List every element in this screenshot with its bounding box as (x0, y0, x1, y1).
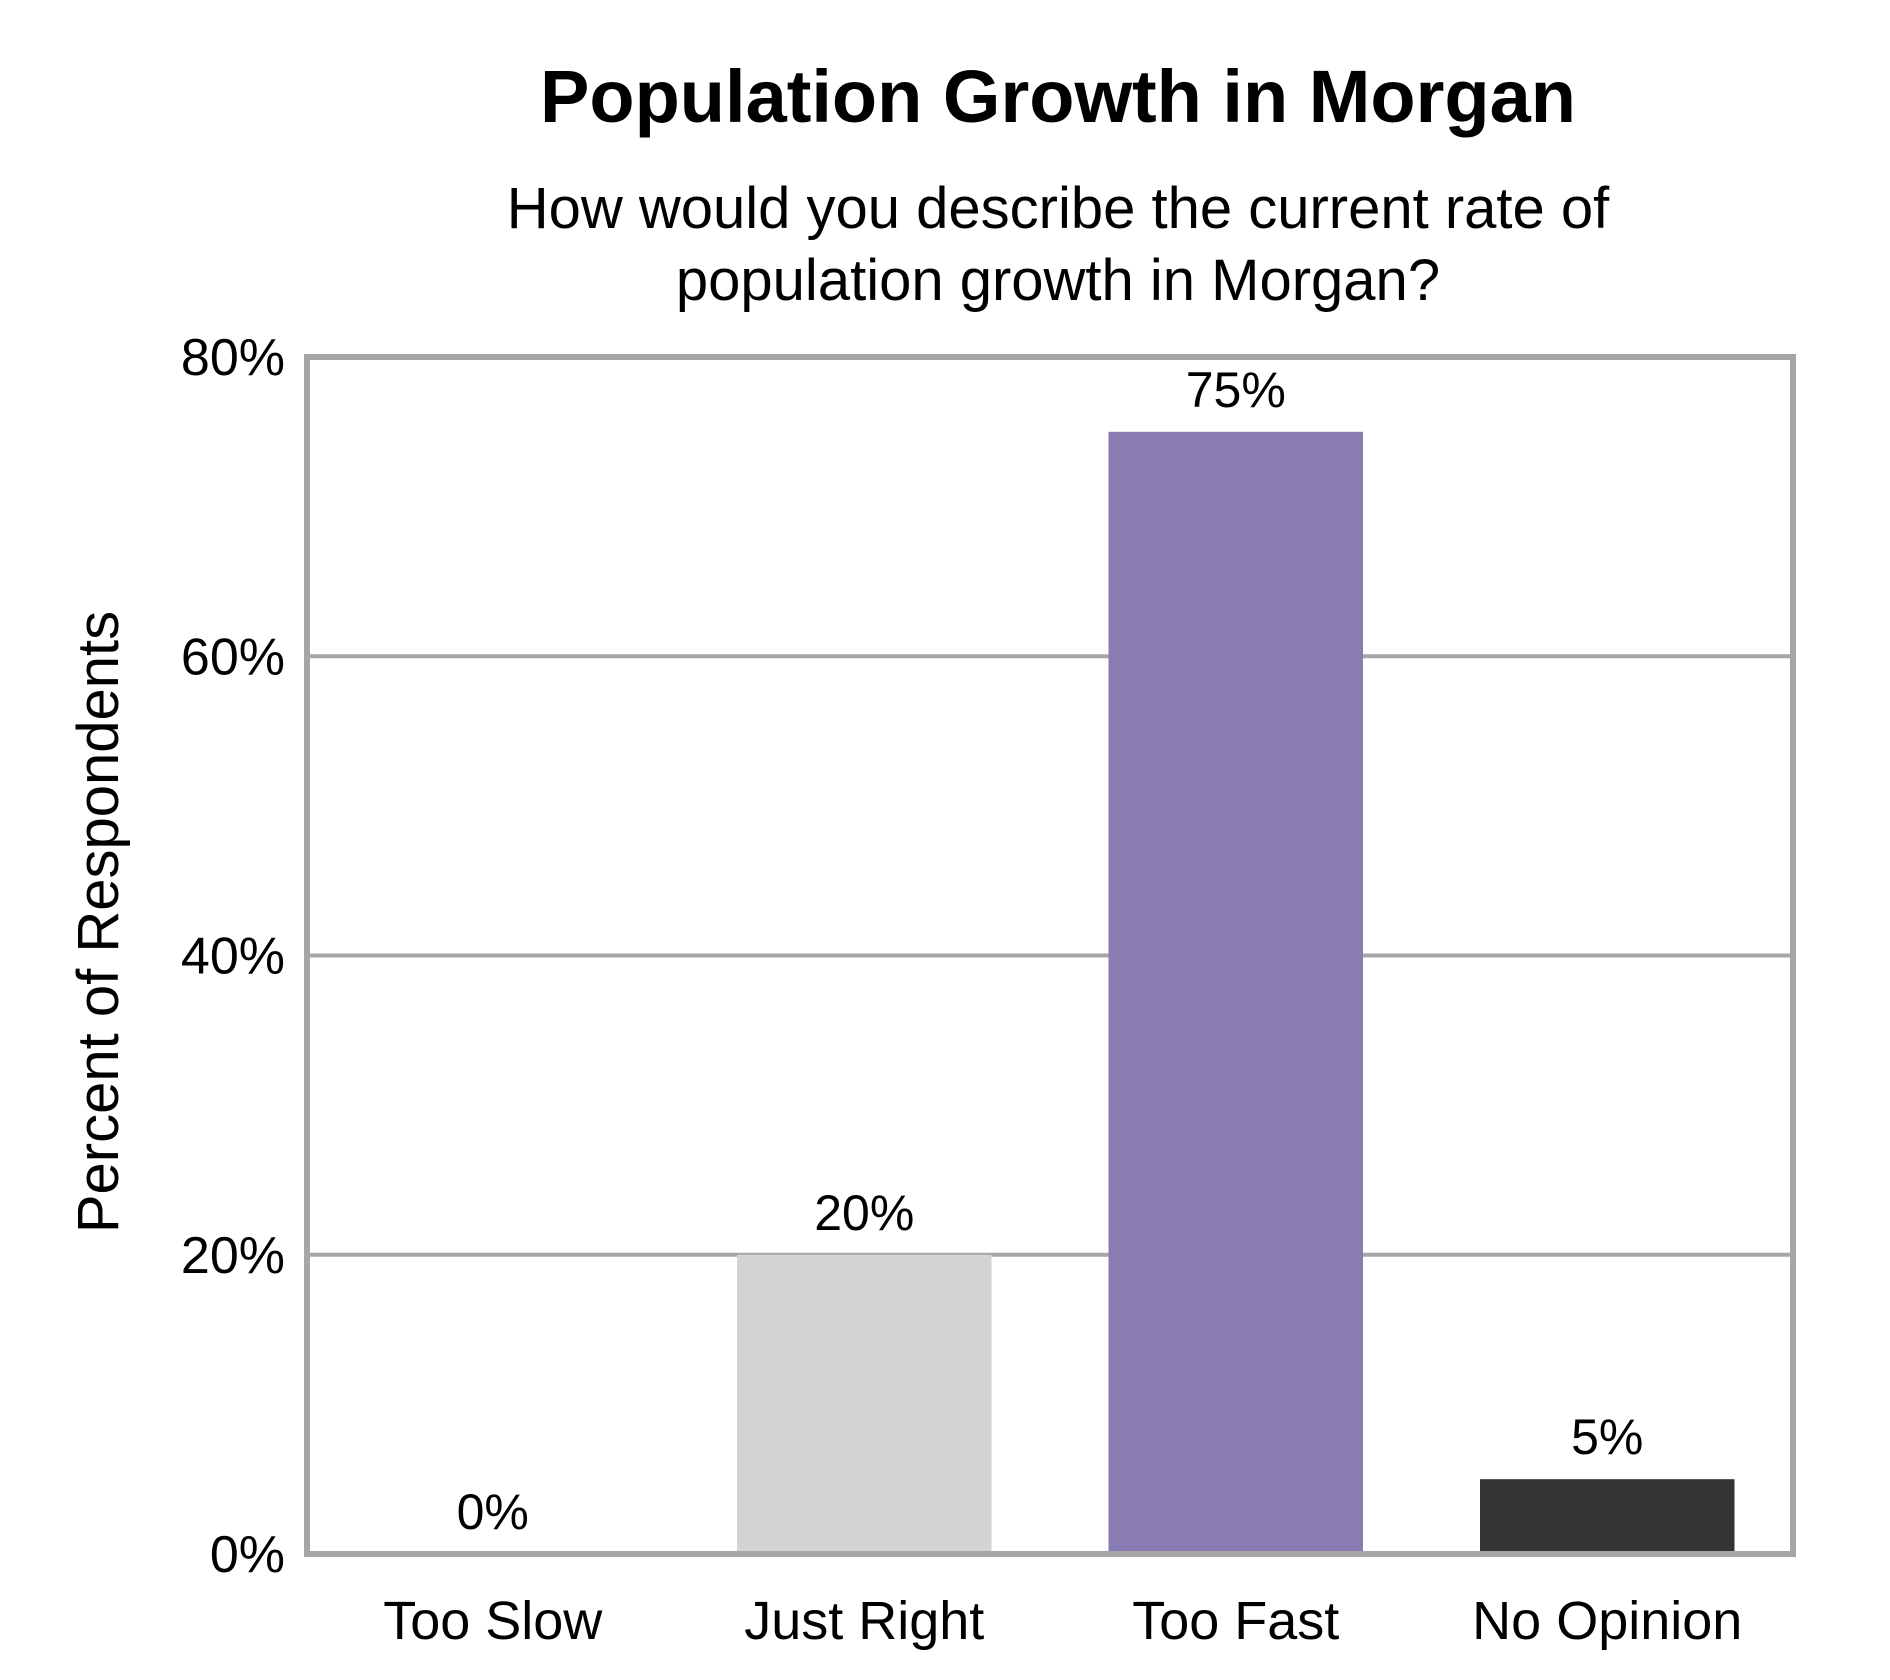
plot-frame (304, 354, 1796, 1557)
y-axis-label: Percent of Respondents (66, 611, 131, 1233)
category-label: Just Right (744, 1591, 984, 1651)
category-label: Too Fast (1132, 1591, 1339, 1651)
chart-subtitle-line-1: How would you describe the current rate … (507, 176, 1610, 241)
y-tick-label: 80% (181, 329, 285, 387)
y-tick-label: 20% (181, 1227, 285, 1285)
y-tick-label: 60% (181, 628, 285, 686)
data-labels: 0% 20% 75% 5% (457, 362, 1644, 1540)
bar (737, 1254, 992, 1554)
data-label: 0% (457, 1484, 529, 1540)
data-label: 75% (1186, 362, 1286, 418)
chart-subtitle-line-2: population growth in Morgan? (676, 248, 1440, 313)
y-tick-label: 0% (210, 1526, 285, 1584)
category-labels: Too Slow Just Right Too Fast No Opinion (383, 1591, 1742, 1651)
bar (1480, 1479, 1735, 1554)
chart-title: Population Growth in Morgan (540, 55, 1576, 138)
y-tick-label: 40% (181, 928, 285, 986)
gridlines (307, 654, 1793, 1257)
category-label: Too Slow (383, 1591, 603, 1651)
bar (1108, 431, 1363, 1554)
bars (737, 431, 1735, 1554)
y-tick-labels: 0% 20% 40% 60% 80% (181, 329, 285, 1584)
category-label: No Opinion (1472, 1591, 1742, 1651)
data-label: 5% (1571, 1409, 1643, 1465)
data-label: 20% (814, 1185, 914, 1241)
